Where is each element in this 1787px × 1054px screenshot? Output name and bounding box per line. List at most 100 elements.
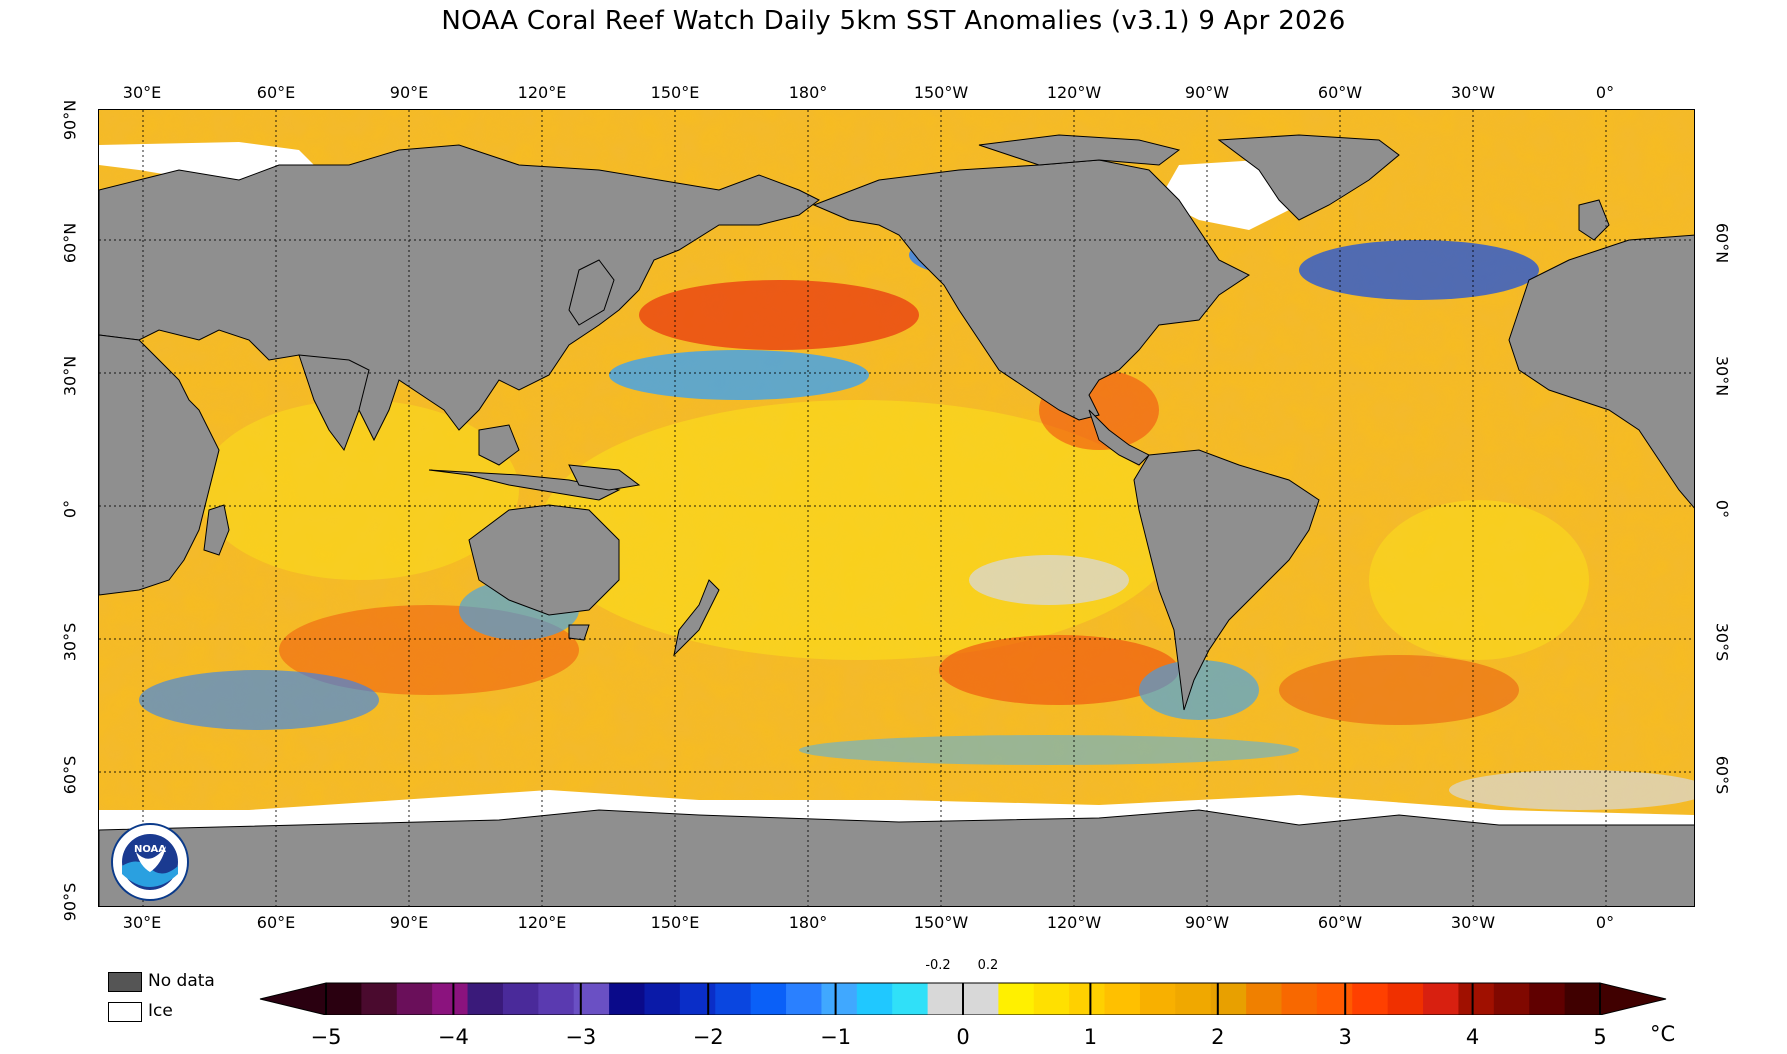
lon-label-0: 30°E xyxy=(122,83,162,102)
land-europe-africa-east xyxy=(1508,234,1694,509)
lon-label-9: 60°W xyxy=(1317,913,1363,932)
colorbar-segment-19 xyxy=(998,983,1035,1015)
colorbar-segment-7 xyxy=(573,983,610,1015)
land-new-guinea xyxy=(568,464,641,491)
colorbar-unit: °C xyxy=(1650,1022,1676,1046)
colorbar-segment-30 xyxy=(1387,983,1424,1015)
colorbar-tick-10: 5 xyxy=(1593,1025,1607,1049)
anomaly-hot-nw-pacific xyxy=(639,280,919,350)
land-british-isles xyxy=(1578,199,1610,241)
anomaly-yellow-atlantic xyxy=(1369,500,1589,660)
land-indonesia xyxy=(428,469,621,501)
colorbar-segment-8 xyxy=(609,983,646,1015)
anomaly-cold-southern xyxy=(799,735,1299,765)
lon-label-2: 90°E xyxy=(389,913,429,932)
no-data-label: No data xyxy=(148,971,215,991)
land-greenland xyxy=(1217,134,1400,221)
anomaly-hot-se-pacific xyxy=(939,635,1179,705)
lon-label-8: 90°W xyxy=(1184,913,1230,932)
land-tasmania xyxy=(568,624,590,641)
lon-label-10: 30°W xyxy=(1450,83,1496,102)
lat-label-0: 90°N xyxy=(60,99,80,141)
lon-label-3: 120°E xyxy=(517,83,567,102)
colorbar-segment-15 xyxy=(856,983,893,1015)
lat-label-4: 30°S xyxy=(60,622,80,662)
lon-label-8: 90°W xyxy=(1184,83,1230,102)
lon-label-11: 0° xyxy=(1595,83,1615,102)
colorbar-segment-1 xyxy=(361,983,398,1015)
land-antarctica xyxy=(99,809,1694,906)
colorbar-segment-31 xyxy=(1423,983,1460,1015)
colorbar-segment-24 xyxy=(1175,983,1212,1015)
colorbar-segment-3 xyxy=(432,983,469,1015)
colorbar-segment-16 xyxy=(892,983,929,1015)
colorbar-label-pos-0-2: 0.2 xyxy=(977,958,999,973)
lon-label-10: 30°W xyxy=(1450,913,1496,932)
colorbar-segment-4 xyxy=(467,983,504,1015)
lon-label-6: 150°W xyxy=(913,913,969,932)
land-canadian-archipelago xyxy=(978,134,1181,166)
lon-label-9: 60°W xyxy=(1317,83,1363,102)
anomaly-yellow-indian xyxy=(199,400,519,580)
land-eurasia xyxy=(99,144,820,442)
anomaly-cold-n-atlantic xyxy=(1299,240,1539,300)
colorbar-segment-13 xyxy=(786,983,823,1015)
colorbar-tick-6: 1 xyxy=(1083,1025,1098,1049)
colorbar-tick-4: −1 xyxy=(820,1025,852,1049)
colorbar-min-arrow xyxy=(259,982,327,1016)
colorbar-segment-33 xyxy=(1493,983,1530,1015)
lat-label-1: 60°N xyxy=(60,222,80,264)
land-japan xyxy=(568,259,615,326)
colorbar-segment-18 xyxy=(963,983,999,1015)
anomaly-neutral-s-pacific xyxy=(969,555,1129,605)
colorbar-tick-9: 4 xyxy=(1465,1025,1480,1049)
lat-label-4: 60°S xyxy=(1712,755,1732,795)
lat-label-3: 30°S xyxy=(1712,622,1732,662)
colorbar-segment-25 xyxy=(1210,983,1247,1015)
lat-label-0: 60°N xyxy=(1712,222,1732,264)
colorbar-segment-20 xyxy=(1033,983,1070,1015)
colorbar-segment-26 xyxy=(1246,983,1283,1015)
land-india xyxy=(298,354,370,452)
no-data-swatch xyxy=(108,972,142,992)
colorbar-segment-35 xyxy=(1564,983,1601,1015)
colorbar-tick-7: 2 xyxy=(1211,1025,1225,1049)
lon-label-3: 120°E xyxy=(517,913,567,932)
lat-label-2: 0° xyxy=(1712,499,1732,519)
land-new-zealand xyxy=(673,579,720,657)
colorbar-segment-22 xyxy=(1104,983,1141,1015)
colorbar-label-neg-0-2: -0.2 xyxy=(925,958,951,973)
lat-label-3: 0° xyxy=(60,499,80,519)
colorbar-segment-9 xyxy=(644,983,681,1015)
anomaly-cold-n-pacific xyxy=(609,350,869,400)
colorbar-segment-12 xyxy=(750,983,787,1015)
lat-label-1: 30°N xyxy=(1712,355,1732,397)
anomaly-neutral-s-atlantic xyxy=(1449,770,1694,810)
lat-label-6: 90°S xyxy=(60,882,80,922)
colorbar-tick-8: 3 xyxy=(1338,1025,1352,1049)
colorbar-segment-32 xyxy=(1458,983,1495,1015)
ice-label: Ice xyxy=(148,1001,173,1021)
land-australia xyxy=(468,504,620,616)
land-borneo xyxy=(478,424,520,466)
colorbar-segment-6 xyxy=(538,983,575,1015)
lon-label-5: 180° xyxy=(788,83,828,102)
colorbar-segment-10 xyxy=(679,983,716,1015)
lon-label-5: 180° xyxy=(788,913,828,932)
lon-label-6: 150°W xyxy=(913,83,969,102)
colorbar-segment-14 xyxy=(821,983,858,1015)
lon-label-4: 150°E xyxy=(650,913,700,932)
lon-label-7: 120°W xyxy=(1046,83,1102,102)
lon-label-2: 90°E xyxy=(389,83,429,102)
lon-label-1: 60°E xyxy=(256,83,296,102)
colorbar-tick-5: 0 xyxy=(956,1025,970,1049)
colorbar-segment-27 xyxy=(1281,983,1318,1015)
land-africa xyxy=(99,334,220,596)
colorbar-segment-28 xyxy=(1316,983,1353,1015)
colorbar-segment-34 xyxy=(1529,983,1566,1015)
land-south-america xyxy=(1133,449,1320,711)
colorbar-segment-11 xyxy=(715,983,752,1015)
graticule xyxy=(99,110,1694,906)
sst-anomaly-map[interactable] xyxy=(98,109,1695,907)
lon-label-11: 0° xyxy=(1595,913,1615,932)
